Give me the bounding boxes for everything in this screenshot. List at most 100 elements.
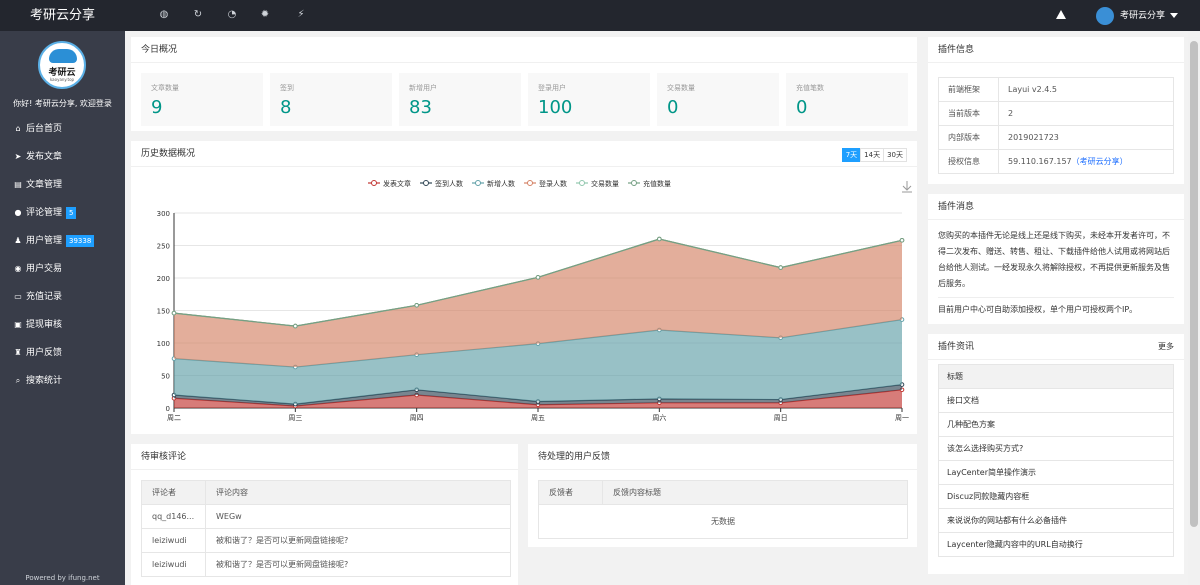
today-overview-card: 今日概况 文章数量 9 签到 8 新增用户 83 登录用户 100 交易数量 0 充值笔数… bbox=[131, 37, 917, 131]
info-value: 2 bbox=[998, 101, 1174, 126]
user-menu[interactable]: 考研云分享 bbox=[1095, 6, 1178, 26]
range-30d-button[interactable]: 30天 bbox=[883, 148, 907, 162]
table-header: 评论者 评论内容 bbox=[141, 480, 511, 505]
sidebar-item-comments[interactable]: ● 评论管理 5 bbox=[0, 199, 125, 227]
search-icon: ⌕ bbox=[15, 376, 21, 385]
news-title: 该怎么选择购买方式? bbox=[938, 436, 1174, 461]
list-item[interactable]: 该怎么选择购买方式? bbox=[938, 436, 1174, 461]
stat-value: 8 bbox=[280, 97, 292, 118]
comments-icon: ● bbox=[14, 208, 22, 217]
settings-icon[interactable]: ✹ bbox=[260, 9, 270, 20]
stat-recharges: 充值笔数 0 bbox=[786, 73, 908, 126]
news-table: 标题 接口文档 几种配色方案 该怎么选择购买方式? LayCenter简单操作演… bbox=[938, 364, 1174, 557]
send-icon: ➤ bbox=[14, 152, 22, 161]
card-title: 待审核评论 bbox=[131, 444, 518, 470]
y-tick-label: 0 bbox=[166, 405, 170, 413]
cell-content: 被和谐了？是否可以更新网盘链接呢? bbox=[205, 528, 511, 553]
plugin-message-note: 目前用户中心可自助添加授权，单个用户可授权两个IP。 bbox=[938, 305, 1138, 314]
sidebar-item-users[interactable]: ♟ 用户管理 39338 bbox=[0, 227, 125, 255]
history-area-chart: 0 50 100 150 200 250 300 周二 周三 周四 周五 周六 周日 周一 发表文章 签到人数… bbox=[157, 179, 912, 422]
welcome-text: 你好! 考研云分享, 欢迎登录 bbox=[13, 99, 112, 108]
users-icon: ♟ bbox=[14, 236, 22, 245]
news-title: Laycenter隐藏内容中的URL自动换行 bbox=[938, 532, 1174, 557]
sidebar-item-label: 充值记录 bbox=[26, 292, 63, 302]
sidebar-item-search-stats[interactable]: ⌕ 搜索统计 bbox=[0, 367, 125, 395]
sidebar-item-feedback[interactable]: ♜ 用户反馈 bbox=[0, 339, 125, 367]
cell-content: WEGw bbox=[205, 504, 511, 529]
top-bar: 考研云分享 ◍ ↻ ◔ ✹ ⚡ 考研云分享 bbox=[0, 0, 1200, 31]
sidebar-item-home[interactable]: ⌂ 后台首页 bbox=[0, 115, 125, 143]
sidebar-item-label: 评论管理 bbox=[26, 208, 63, 218]
stat-signin: 签到 8 bbox=[270, 73, 392, 126]
avatar bbox=[1095, 6, 1114, 25]
stat-value: 83 bbox=[409, 97, 432, 118]
users-badge: 39338 bbox=[66, 234, 95, 247]
data-point bbox=[293, 323, 298, 329]
plugin-icon[interactable]: ⚡ bbox=[297, 9, 305, 20]
stat-label: 签到 bbox=[280, 84, 294, 92]
home-icon: ⌂ bbox=[15, 124, 21, 133]
list-item[interactable]: Laycenter隐藏内容中的URL自动换行 bbox=[938, 532, 1174, 557]
brand-title[interactable]: 考研云分享 bbox=[29, 8, 95, 23]
info-value: Layui v2.4.5 bbox=[998, 77, 1174, 102]
list-item[interactable]: Discuz同款隐藏内容框 bbox=[938, 484, 1174, 509]
table-row: 内部版本 2019021723 bbox=[938, 125, 1174, 150]
dashboard-icon[interactable]: ◔ bbox=[227, 9, 237, 20]
list-item[interactable]: 接口文档 bbox=[938, 388, 1174, 413]
column-header: 标题 bbox=[938, 364, 1174, 389]
x-tick-label: 周三 bbox=[288, 414, 302, 422]
table-header: 标题 bbox=[938, 364, 1174, 389]
news-title: LayCenter简单操作演示 bbox=[938, 460, 1174, 485]
cell-commenter: leiziwudi bbox=[141, 552, 206, 577]
stat-value: 100 bbox=[538, 97, 573, 118]
info-key: 前端框架 bbox=[938, 77, 999, 102]
scrollbar-thumb[interactable] bbox=[1190, 41, 1198, 527]
plugin-news-card: 插件资讯 更多 标题 接口文档 几种配色方案 该怎么选择购买方式? LayCen… bbox=[928, 334, 1184, 574]
column-header: 反馈内容标题 bbox=[602, 480, 908, 505]
money-icon: ▣ bbox=[14, 320, 22, 329]
news-title: 几种配色方案 bbox=[938, 412, 1174, 437]
x-tick-label: 周四 bbox=[410, 414, 424, 422]
sidebar-item-trades[interactable]: ◉ 用户交易 bbox=[0, 255, 125, 283]
legend-label: 签到人数 bbox=[435, 179, 463, 188]
sidebar-item-publish[interactable]: ➤ 发布文章 bbox=[0, 143, 125, 171]
stat-trades: 交易数量 0 bbox=[657, 73, 779, 126]
info-key: 当前版本 bbox=[938, 101, 999, 126]
globe-icon[interactable]: ◍ bbox=[159, 9, 169, 20]
table-row[interactable]: leiziwudi 被和谐了？是否可以更新网盘链接呢? bbox=[141, 528, 511, 553]
refresh-icon[interactable]: ↻ bbox=[193, 9, 203, 20]
cell-commenter: qq_d146... bbox=[141, 504, 206, 529]
info-value: 59.110.167.157（考研云分享） bbox=[998, 149, 1174, 174]
legend-marker bbox=[423, 180, 429, 186]
sidebar-item-recharge[interactable]: ▭ 充值记录 bbox=[0, 283, 125, 311]
list-item[interactable]: 几种配色方案 bbox=[938, 412, 1174, 437]
eye-icon: ◉ bbox=[14, 264, 22, 273]
legend-label: 充值数量 bbox=[643, 179, 671, 188]
sidebar-item-label: 搜索统计 bbox=[26, 376, 63, 386]
comments-badge: 5 bbox=[66, 206, 77, 219]
page-scrollbar[interactable] bbox=[1188, 31, 1200, 585]
list-item[interactable]: LayCenter简单操作演示 bbox=[938, 460, 1174, 485]
range-7d-button[interactable]: 7天 bbox=[841, 148, 862, 162]
data-point bbox=[414, 303, 419, 308]
sidebar-item-articles[interactable]: ▤ 文章管理 bbox=[0, 171, 125, 199]
y-tick-label: 200 bbox=[157, 275, 170, 283]
sidebar-item-withdraw[interactable]: ▣ 提现审核 bbox=[0, 311, 125, 339]
warning-icon[interactable] bbox=[1056, 10, 1066, 19]
stat-value: 0 bbox=[667, 97, 679, 118]
data-point bbox=[657, 236, 662, 242]
plugin-info-card: 插件信息 前端框架 Layui v2.4.5 当前版本 2 内部版本 20190217… bbox=[928, 37, 1184, 184]
table-row[interactable]: leiziwudi 被和谐了？是否可以更新网盘链接呢? bbox=[141, 552, 511, 577]
license-link[interactable]: （考研云分享） bbox=[1071, 157, 1128, 166]
legend-label: 发表文章 bbox=[383, 179, 411, 188]
plugin-info-table: 前端框架 Layui v2.4.5 当前版本 2 内部版本 2019021723 授权… bbox=[938, 77, 1174, 174]
table-row[interactable]: qq_d146... WEGw bbox=[141, 504, 511, 529]
logo-subtext: kaoyany.top bbox=[49, 77, 75, 82]
card-title: 插件消息 bbox=[928, 194, 1184, 220]
download-icon[interactable] bbox=[902, 181, 912, 193]
range-14d-button[interactable]: 14天 bbox=[860, 148, 885, 162]
stat-value: 9 bbox=[151, 97, 163, 118]
list-item[interactable]: 来说说你的网站都有什么必备插件 bbox=[938, 508, 1174, 533]
x-tick-label: 周二 bbox=[167, 414, 181, 422]
more-link[interactable]: 更多 bbox=[1158, 342, 1174, 351]
